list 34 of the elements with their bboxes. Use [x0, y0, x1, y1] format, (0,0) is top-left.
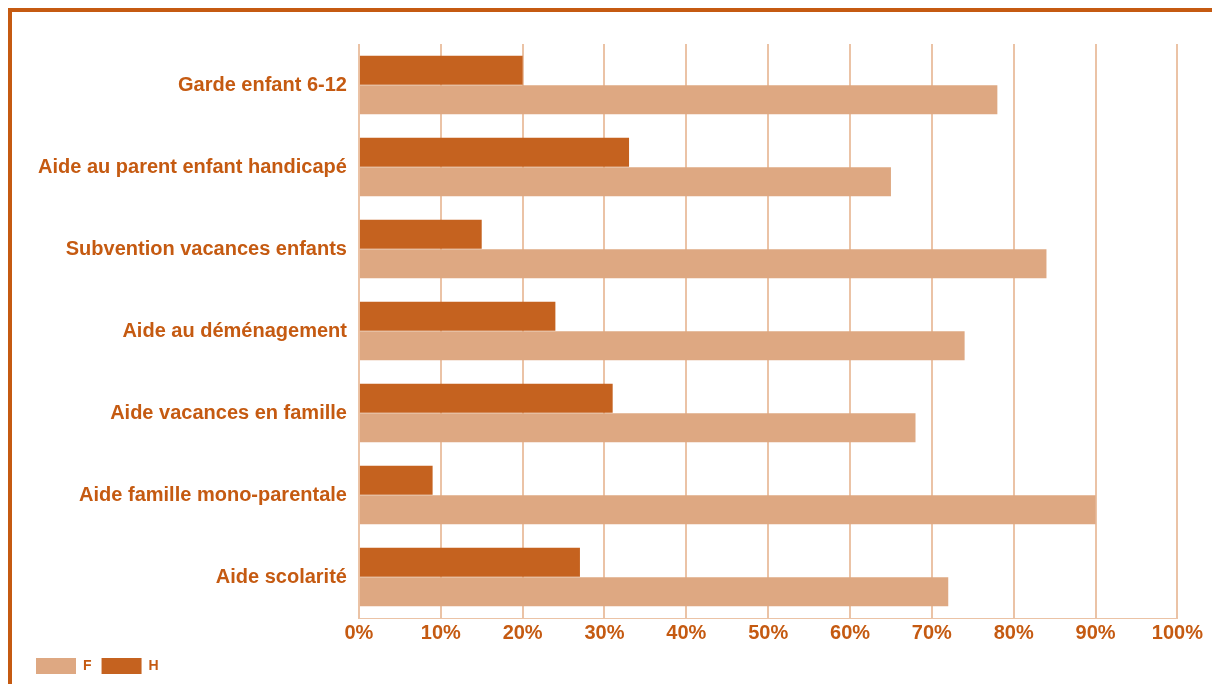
x-tick-label: 60% — [830, 620, 871, 643]
x-tick-label: 20% — [502, 620, 543, 643]
bar — [359, 495, 1096, 525]
bar — [359, 137, 630, 167]
bar — [359, 249, 1047, 279]
y-tick-label: Aide scolarité — [215, 564, 347, 587]
bar — [359, 301, 556, 331]
x-tick-label: 0% — [344, 620, 374, 643]
x-tick-label: 30% — [584, 620, 625, 643]
x-tick-label: 40% — [666, 620, 707, 643]
bar — [359, 465, 433, 495]
y-tick-label: Aide vacances en famille — [110, 400, 347, 423]
x-tick-label: 80% — [993, 620, 1034, 643]
bar — [359, 413, 916, 443]
bar — [359, 383, 613, 413]
x-tick-label: 10% — [420, 620, 462, 643]
bar — [359, 331, 965, 361]
bar — [359, 85, 998, 115]
legend-label: F — [83, 656, 92, 673]
x-tick-label: 90% — [1075, 620, 1116, 643]
y-tick-label: Aide au parent enfant handicapé — [37, 154, 347, 177]
bar — [359, 55, 523, 85]
bar — [359, 219, 482, 249]
x-tick-label: 70% — [911, 620, 953, 643]
y-tick-label: Aide famille mono-parentale — [79, 482, 347, 505]
bar — [359, 577, 949, 607]
x-tick-label: 50% — [748, 620, 789, 643]
bar — [359, 167, 891, 197]
y-tick-label: Subvention vacances enfants — [65, 236, 347, 259]
legend-label: H — [148, 656, 159, 673]
y-tick-label: Aide au déménagement — [122, 318, 348, 341]
y-tick-label: Garde enfant 6-12 — [177, 72, 347, 95]
x-tick-label: 100% — [1151, 620, 1204, 643]
bar — [359, 547, 580, 577]
